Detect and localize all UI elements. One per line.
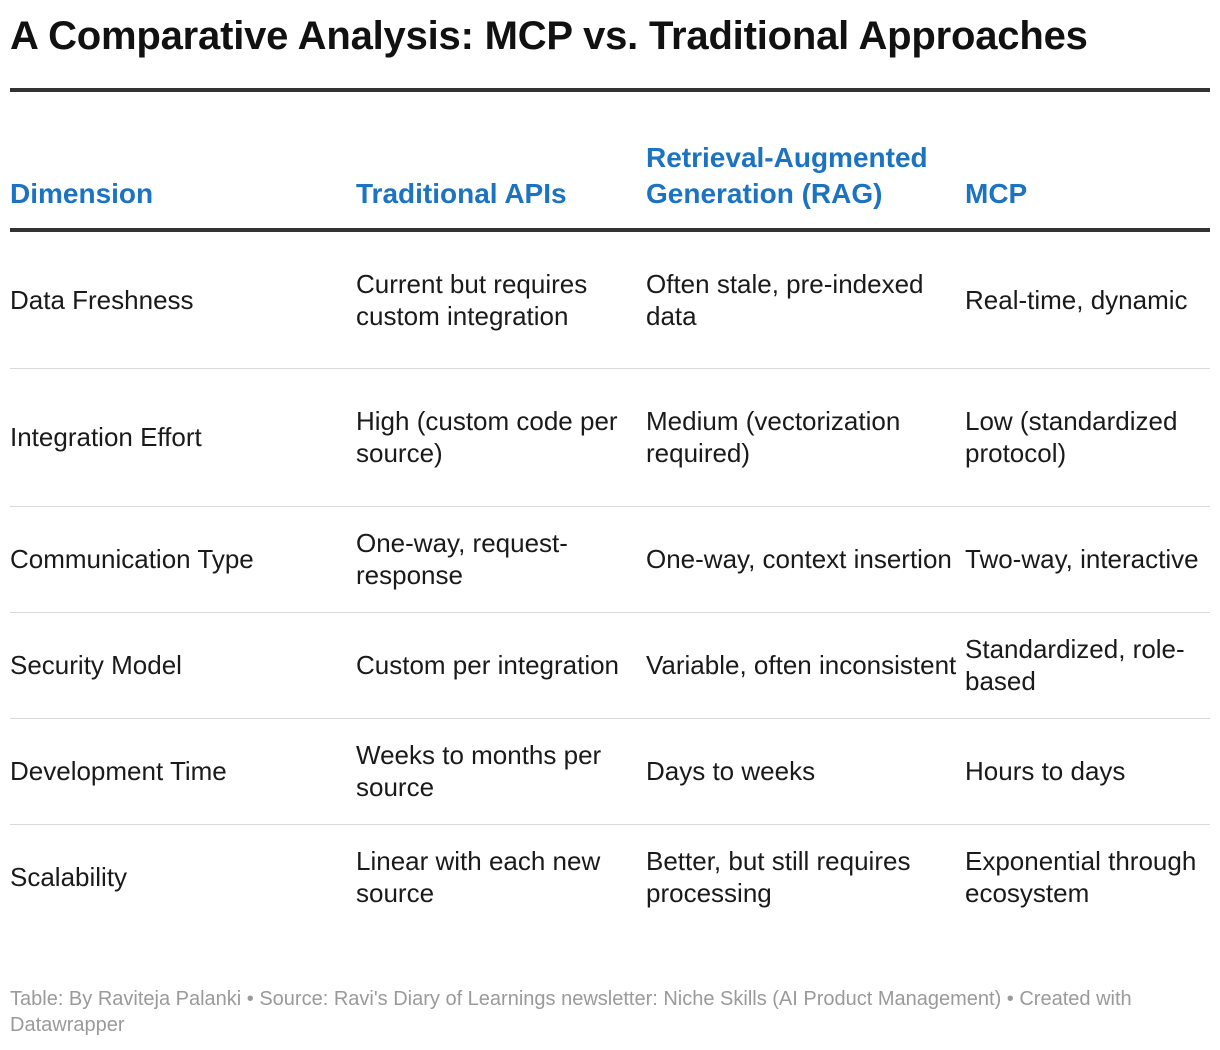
table-cell: Communication Type bbox=[10, 506, 356, 613]
table-cell: Weeks to months per source bbox=[356, 718, 646, 825]
table-cell: Variable, often inconsistent bbox=[646, 612, 965, 719]
table-row: Integration Effort High (custom code per… bbox=[10, 368, 1210, 507]
header-row: Dimension Traditional APIs Retrieval-Aug… bbox=[10, 90, 1210, 232]
table-cell: Standardized, role-based bbox=[965, 612, 1210, 719]
table-row: Development Time Weeks to months per sou… bbox=[10, 718, 1210, 825]
table-row: Security Model Custom per integration Va… bbox=[10, 612, 1210, 719]
table-cell: Exponential through ecosystem bbox=[965, 846, 1197, 909]
column-header-rag: Retrieval-Augmented Generation (RAG) bbox=[646, 90, 965, 232]
table-header: Dimension Traditional APIs Retrieval-Aug… bbox=[10, 90, 1210, 232]
table-cell: One-way, request-response bbox=[356, 506, 646, 613]
table-cell: Data Freshness bbox=[10, 230, 356, 369]
table-row: Data Freshness Current but requires cust… bbox=[10, 230, 1210, 369]
table-cell: Hours to days bbox=[965, 718, 1210, 825]
table-cell: Days to weeks bbox=[646, 718, 965, 825]
table-cell: High (custom code per source) bbox=[356, 368, 646, 507]
table-cell: Security Model bbox=[10, 612, 356, 719]
table-cell: Two-way, interactive bbox=[965, 506, 1210, 613]
comparison-table: Dimension Traditional APIs Retrieval-Aug… bbox=[10, 88, 1210, 930]
table-cell: Often stale, pre-indexed data bbox=[646, 230, 965, 369]
table-cell: Scalability bbox=[10, 862, 128, 893]
table-cell: Medium (vectorization required) bbox=[646, 368, 965, 507]
table-body: Data Freshness Current but requires cust… bbox=[10, 230, 1210, 930]
table-row: Scalability Linear with each new source … bbox=[10, 824, 1210, 930]
table-cell: Low (standardized protocol) bbox=[965, 368, 1210, 507]
table-cell: Real-time, dynamic bbox=[965, 230, 1210, 369]
column-header-traditional-apis: Traditional APIs bbox=[356, 90, 646, 232]
table-cell: Development Time bbox=[10, 718, 356, 825]
source-credit-footer: Table: By Raviteja Palanki • Source: Rav… bbox=[10, 988, 1132, 1036]
column-header-dimension: Dimension bbox=[10, 90, 356, 232]
table-cell: Custom per integration bbox=[356, 612, 646, 719]
page-title: A Comparative Analysis: MCP vs. Traditio… bbox=[10, 14, 1088, 58]
table-cell: Integration Effort bbox=[10, 368, 356, 507]
table-cell: Better, but still requires processing bbox=[646, 846, 911, 909]
table-cell: One-way, context insertion bbox=[646, 506, 965, 613]
column-header-mcp: MCP bbox=[965, 90, 1210, 232]
table-cell: Linear with each new source bbox=[356, 846, 601, 909]
table-row: Communication Type One-way, request-resp… bbox=[10, 506, 1210, 613]
table-cell: Current but requires custom integration bbox=[356, 230, 646, 369]
